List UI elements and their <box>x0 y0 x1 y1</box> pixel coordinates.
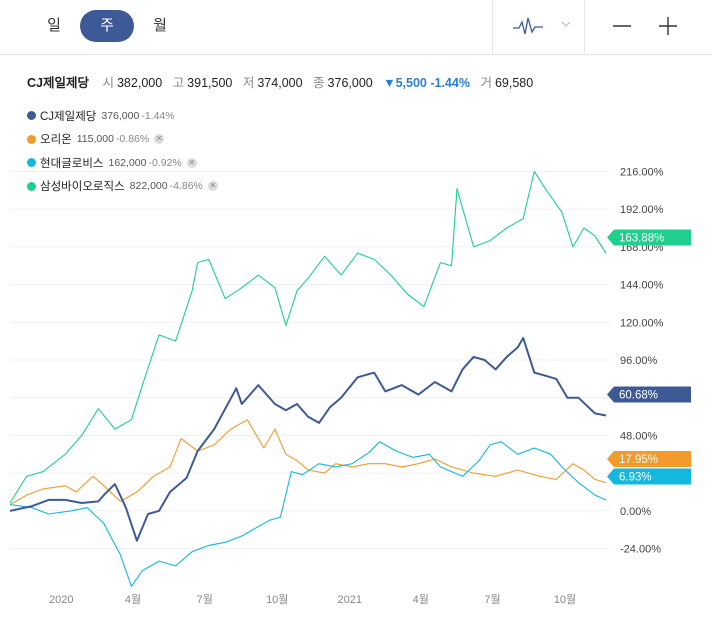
low-value: 374,000 <box>257 76 303 90</box>
plus-icon[interactable] <box>653 0 683 54</box>
legend-change: -0.92% <box>148 156 182 169</box>
legend-name: 현대글로비스 <box>40 157 104 170</box>
last-value-tags: 60.68% 17.95% 6.93% 163.88% <box>607 229 691 485</box>
grid-lines <box>10 170 610 550</box>
volume-value: 69,580 <box>494 76 534 90</box>
series-line <box>9 441 607 587</box>
y-tick-label: 120.00% <box>620 317 664 329</box>
legend-value: 115,000 <box>76 133 114 146</box>
tab-day[interactable]: 일 <box>47 17 61 34</box>
legend-name: CJ제일제당 <box>40 110 97 123</box>
x-tick-label: 10월 <box>266 593 288 606</box>
y-axis-ticks: 216.00%192.00%168.00%144.00%120.00%96.00… <box>620 166 664 555</box>
legend-item[interactable]: 삼성바이오로직스 822,000 -4.86% ✕ <box>27 175 218 199</box>
x-tick-label: 2020 <box>49 594 73 606</box>
legend-value: 822,000 <box>129 180 168 193</box>
y-tick-label: 96.00% <box>620 355 658 367</box>
y-tick-label: 0.00% <box>620 506 651 518</box>
last-value-tag <box>607 468 691 485</box>
series-line <box>9 419 607 506</box>
legend-name: 오리온 <box>40 134 72 147</box>
chart-type-selector[interactable] <box>492 0 585 54</box>
change-value: ▼5,500 -1.44% <box>383 76 470 90</box>
tab-month[interactable]: 월 <box>153 17 167 34</box>
x-tick-label: 7월 <box>197 593 213 606</box>
close-value: 376,000 <box>327 76 373 90</box>
x-tick-label: 7월 <box>484 593 500 606</box>
legend-item[interactable]: 현대글로비스 162,000 -0.92% ✕ <box>27 151 218 175</box>
series-lines <box>9 170 607 587</box>
x-tick-label: 4월 <box>413 593 429 606</box>
legend-dot <box>27 181 36 191</box>
high-value: 391,500 <box>187 76 233 90</box>
series-line <box>9 170 607 504</box>
legend-change: -4.86% <box>169 180 203 193</box>
remove-series-icon[interactable]: ✕ <box>186 157 197 168</box>
low-label: 저 <box>242 76 255 90</box>
open-label: 시 <box>102 76 114 90</box>
legend-dot <box>27 158 36 168</box>
legend-value: 376,000 <box>101 109 140 122</box>
top-toolbar: 일 주 월 <box>0 0 712 55</box>
open-value: 382,000 <box>116 76 163 90</box>
line-wave-icon <box>513 17 543 35</box>
legend-value: 162,000 <box>108 156 147 169</box>
price-summary: CJ제일제당 시 382,000 고 391,500 저 374,000 종 376,0… <box>27 72 540 91</box>
series-line <box>9 337 607 542</box>
chevron-down-icon <box>561 21 571 27</box>
last-value-tag <box>607 451 691 467</box>
y-tick-label: 48.00% <box>620 430 658 442</box>
legend-dot <box>27 111 36 121</box>
x-tick-label: 2021 <box>338 594 362 606</box>
last-value-label: 6.93% <box>619 472 652 484</box>
legend-name: 삼성바이오로직스 <box>40 181 125 194</box>
x-tick-label: 4월 <box>125 593 141 606</box>
last-value-label: 17.95% <box>619 454 658 466</box>
last-value-label: 60.68% <box>619 390 658 402</box>
remove-series-icon[interactable]: ✕ <box>154 134 165 145</box>
minus-icon[interactable] <box>607 0 637 54</box>
legend-item[interactable]: 오리온 115,000 -0.86% ✕ <box>27 128 218 152</box>
volume-label: 거 <box>480 76 492 90</box>
legend-item[interactable]: CJ제일제당 376,000 -1.44% <box>27 104 218 128</box>
high-label: 고 <box>172 76 185 90</box>
last-value-tag <box>607 386 691 403</box>
legend-change: -0.86% <box>115 133 150 146</box>
y-tick-label: -24.00% <box>620 544 661 556</box>
y-tick-label: 144.00% <box>620 280 664 292</box>
last-value-tag <box>607 229 691 246</box>
last-value-label: 163.88% <box>619 233 664 245</box>
zoom-controls <box>584 0 712 54</box>
tab-week[interactable]: 주 <box>80 10 134 42</box>
chart-legend: CJ제일제당 376,000 -1.44% 오리온 115,000 -0.86%… <box>27 104 218 198</box>
y-tick-label: 216.00% <box>620 166 664 178</box>
remove-series-icon[interactable]: ✕ <box>207 181 218 192</box>
x-tick-label: 10월 <box>554 593 576 606</box>
x-axis-ticks: 2020 4월 7월 10월 2021 4월 7월 10월 <box>49 593 576 606</box>
legend-dot <box>27 134 36 144</box>
legend-change: -1.44% <box>141 109 175 122</box>
y-tick-label: 192.00% <box>620 204 664 216</box>
stock-name: CJ제일제당 <box>27 76 89 90</box>
close-label: 종 <box>313 76 325 90</box>
